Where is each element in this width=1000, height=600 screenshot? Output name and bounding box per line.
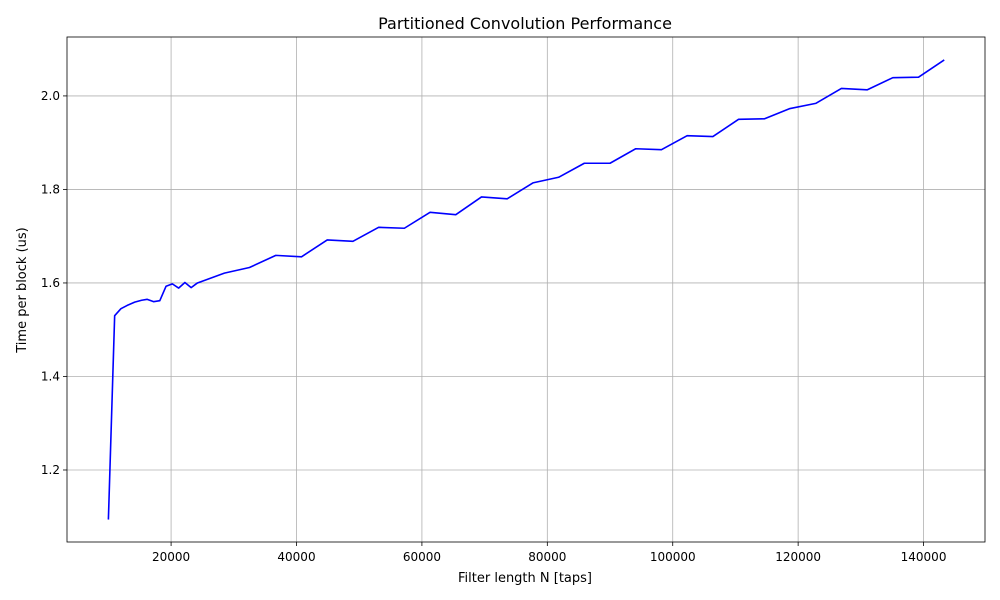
y-tick-label: 1.4 bbox=[41, 369, 60, 383]
tick-layer: 20000 40000 60000 80000 100000 120000 140000 1.… bbox=[41, 89, 947, 564]
x-tick-label: 140000 bbox=[901, 550, 947, 564]
series-layer bbox=[107, 59, 945, 520]
x-tick-label: 40000 bbox=[277, 550, 315, 564]
chart-title: Partitioned Convolution Performance bbox=[378, 14, 672, 33]
y-tick-label: 1.2 bbox=[41, 463, 60, 477]
y-tick-label: 2.0 bbox=[41, 89, 60, 103]
x-tick-label: 100000 bbox=[650, 550, 696, 564]
x-tick-label: 60000 bbox=[403, 550, 441, 564]
y-tick-label: 1.6 bbox=[41, 276, 60, 290]
series-line bbox=[107, 59, 945, 520]
plot-frame bbox=[66, 36, 986, 543]
y-axis-label: Time per block (us) bbox=[15, 227, 30, 353]
grid-layer bbox=[67, 37, 985, 542]
x-tick-label: 20000 bbox=[152, 550, 190, 564]
x-tick-label: 80000 bbox=[528, 550, 566, 564]
x-tick-label: 120000 bbox=[775, 550, 821, 564]
y-tick-label: 1.8 bbox=[41, 182, 60, 196]
x-axis-label: Filter length N [taps] bbox=[458, 571, 592, 586]
